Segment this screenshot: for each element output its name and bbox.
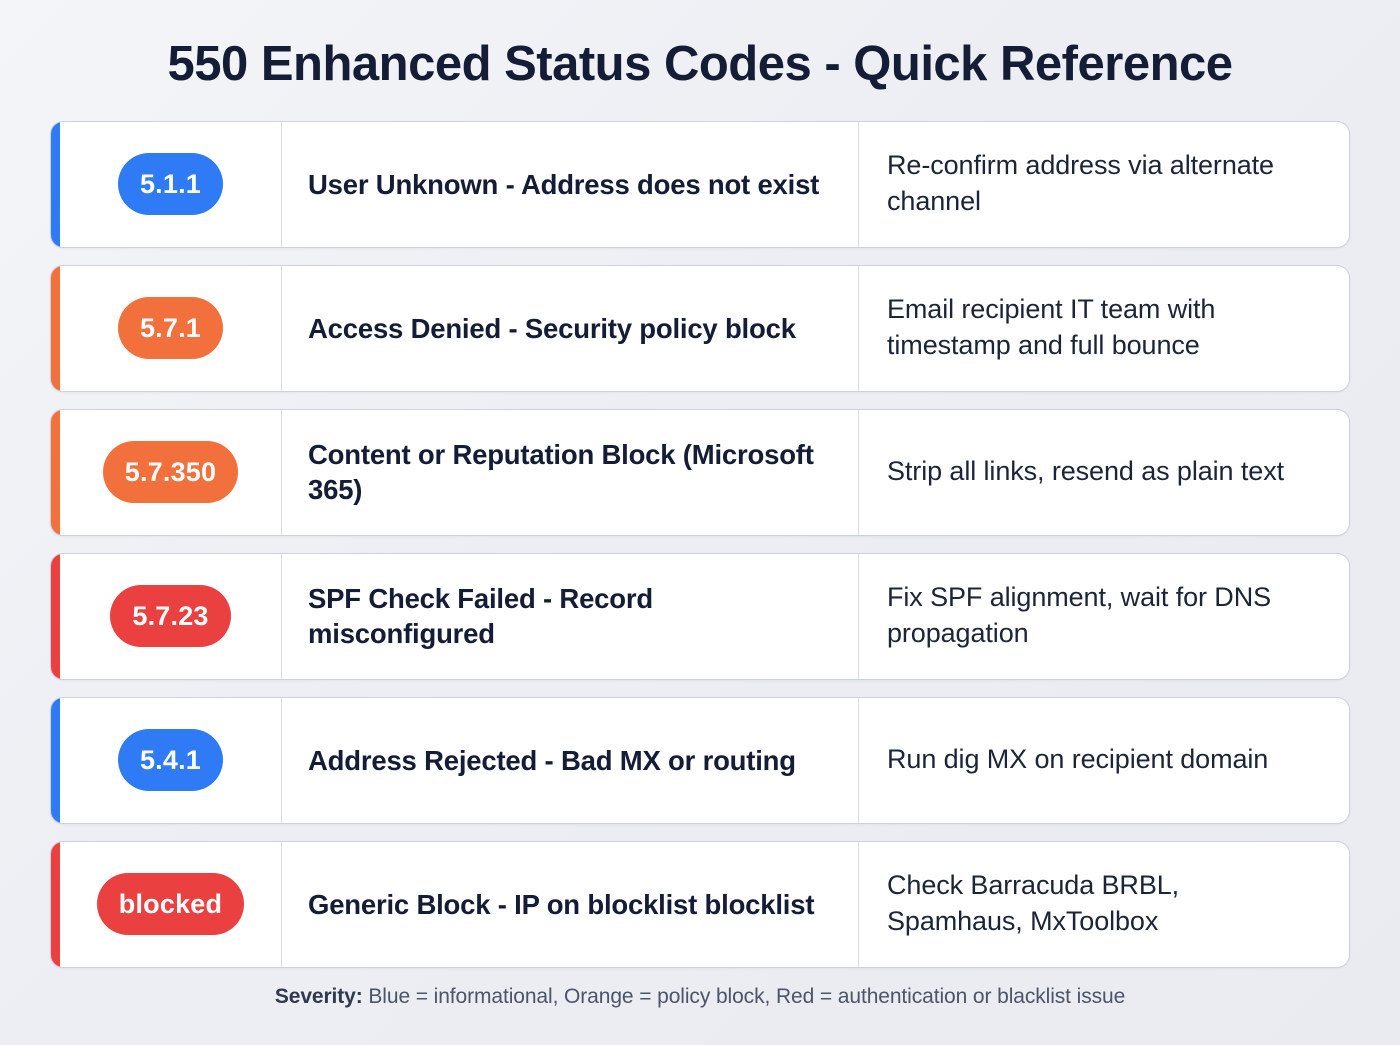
recommended-action-text: Re-confirm address via alternate channel [887,150,1274,217]
description-text: Access Denied - Security policy block [308,312,796,344]
severity-legend-label: Severity: [274,984,363,1008]
description-cell: Address Rejected - Bad MX or routing [282,697,859,823]
status-code-badge: 5.7.1 [117,297,224,360]
severity-accent-bar [51,841,60,967]
severity-accent-bar [51,121,60,247]
status-code-cell: 5.7.23 [60,553,282,679]
severity-accent-bar [51,265,60,391]
description-cell: Content or Reputation Block (Microsoft 3… [282,409,859,535]
status-code-row: 5.1.1 User Unknown - Address does not exi… [50,120,1350,248]
severity-accent-bar [51,697,60,823]
status-code-badge: 5.1.1 [117,153,224,216]
description-cell: SPF Check Failed - Record misconfigured [282,553,859,679]
description-text: User Unknown - Address does not exist [308,168,820,200]
recommended-action-text: Run dig MX on recipient domain [887,744,1269,775]
recommended-action-text: Check Barracuda BRBL, Spamhaus, MxToolbo… [887,870,1180,937]
page-title: 550 Enhanced Status Codes - Quick Refere… [167,37,1233,91]
status-code-cell: 5.7.350 [60,409,282,535]
status-code-badge: 5.7.350 [102,441,239,504]
description-text: Content or Reputation Block (Microsoft 3… [308,438,814,506]
severity-legend: Severity: Blue = informational, Orange =… [0,985,1400,1009]
recommended-action-text: Fix SPF alignment, wait for DNS propagat… [887,582,1272,649]
severity-legend-text: Blue = informational, Orange = policy bl… [362,984,1126,1008]
severity-accent-bar [51,409,60,535]
description-cell: User Unknown - Address does not exist [282,121,859,247]
recommended-action-cell: Email recipient IT team with timestamp a… [859,266,1349,391]
description-cell: Access Denied - Security policy block [282,265,859,391]
recommended-action-cell: Re-confirm address via alternate channel [859,122,1349,247]
description-cell: Generic Block - IP on blocklist blocklis… [282,841,859,967]
status-code-list: 5.1.1 User Unknown - Address does not exi… [0,120,1400,968]
recommended-action-cell: Check Barracuda BRBL, Spamhaus, MxToolbo… [859,842,1349,967]
recommended-action-text: Email recipient IT team with timestamp a… [887,294,1216,361]
status-code-cell: 5.1.1 [60,121,282,247]
status-code-badge: 5.7.23 [110,585,231,648]
status-code-row: blocked Generic Block - IP on blocklist b… [50,840,1350,968]
recommended-action-text: Strip all links, resend as plain text [887,456,1284,487]
status-code-row: 5.4.1 Address Rejected - Bad MX or routin… [50,696,1350,824]
recommended-action-cell: Strip all links, resend as plain text [859,410,1349,535]
severity-accent-bar [51,553,60,679]
status-code-badge: blocked [96,873,245,936]
status-code-row: 5.7.23 SPF Check Failed - Record misconfi… [50,552,1350,680]
status-code-cell: 5.7.1 [60,265,282,391]
description-text: SPF Check Failed - Record misconfigured [308,582,653,650]
status-code-row: 5.7.350 Content or Reputation Block (Micr… [50,408,1350,536]
description-text: Address Rejected - Bad MX or routing [308,744,796,776]
status-code-row: 5.7.1 Access Denied - Security policy blo… [50,264,1350,392]
recommended-action-cell: Run dig MX on recipient domain [859,698,1349,823]
status-code-badge: 5.4.1 [117,729,224,792]
description-text: Generic Block - IP on blocklist blocklis… [308,888,815,920]
recommended-action-cell: Fix SPF alignment, wait for DNS propagat… [859,554,1349,679]
status-code-cell: blocked [60,841,282,967]
status-code-cell: 5.4.1 [60,697,282,823]
